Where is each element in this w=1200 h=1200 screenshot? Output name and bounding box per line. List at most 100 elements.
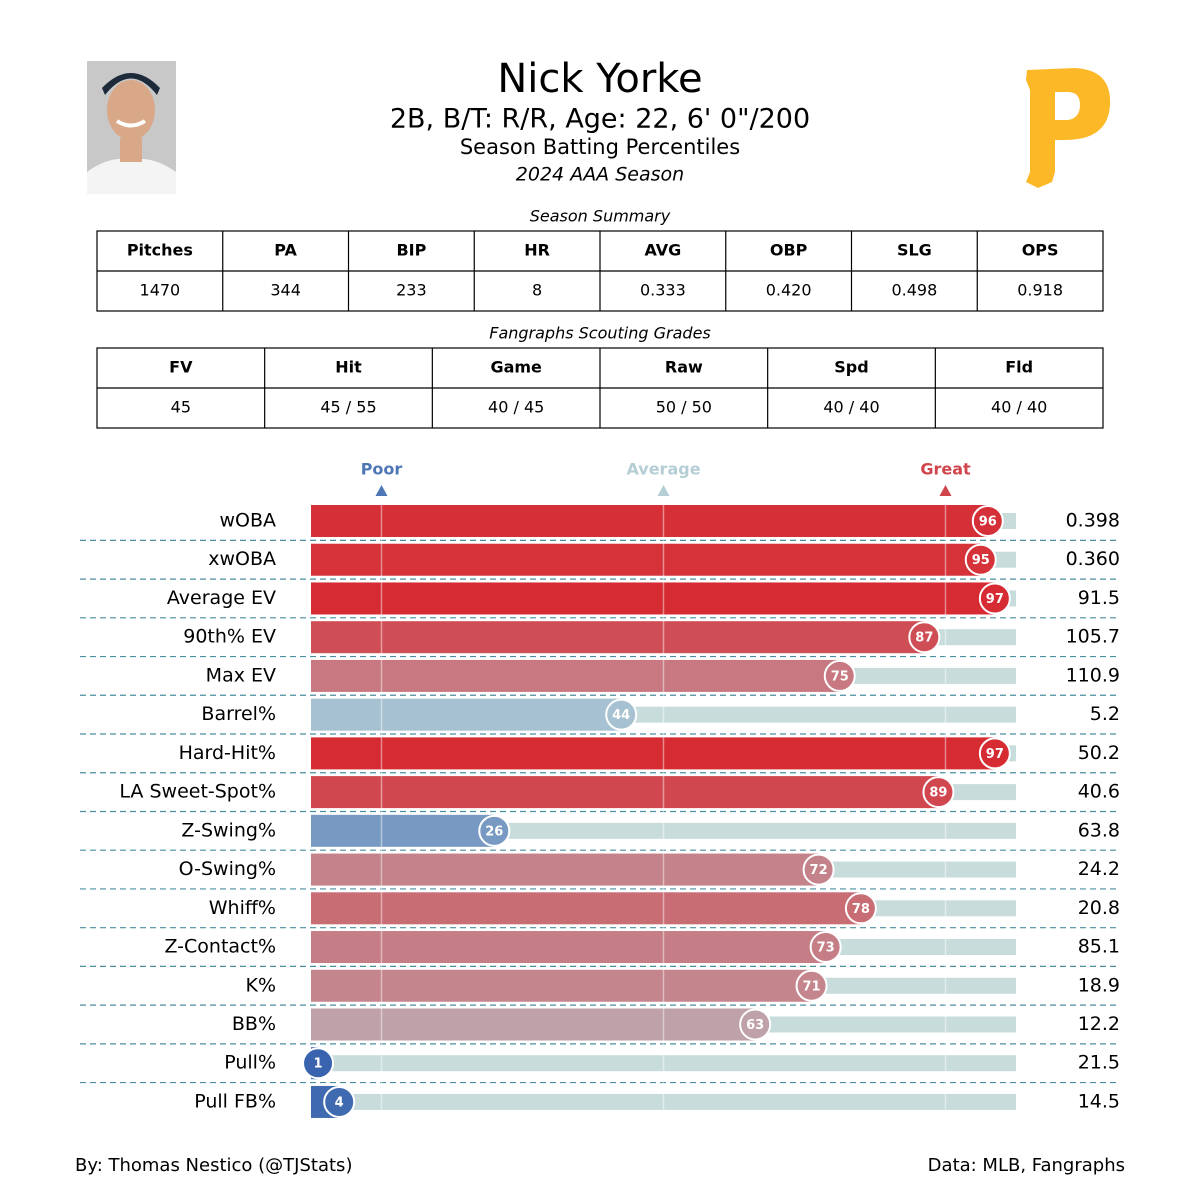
data-label: 71 [803, 979, 821, 994]
table-cell: 40 / 40 [823, 398, 879, 417]
table-header: SLG [897, 241, 932, 260]
category-label: Barrel% [201, 703, 276, 725]
category-label: Whiff% [209, 897, 276, 919]
data-label: 63 [746, 1018, 764, 1033]
table-cell: 50 / 50 [656, 398, 712, 417]
table-header: Pitches [127, 241, 193, 260]
category-label: 90th% EV [183, 626, 276, 648]
table-header: Game [490, 358, 542, 377]
data-label: 97 [986, 747, 1004, 762]
percentile-dot [802, 853, 835, 886]
category-label: xwOBA [208, 548, 276, 570]
data-label: 96 [979, 515, 997, 530]
subtitle: Season Batting Percentiles [460, 135, 740, 159]
category-label: K% [245, 974, 276, 996]
table-header: Hit [335, 358, 362, 377]
stat-value: 0.398 [1066, 510, 1120, 532]
bar [311, 582, 995, 615]
stat-value: 18.9 [1078, 974, 1120, 996]
table-header: OPS [1022, 241, 1059, 260]
category-label: LA Sweet-Spot% [119, 781, 276, 803]
category-label: Max EV [206, 664, 276, 686]
category-label: Hard-Hit% [179, 742, 276, 764]
season: 2024 AAA Season [516, 164, 684, 186]
percentile-dot [739, 1008, 772, 1041]
data-label: 73 [817, 941, 835, 956]
stat-value: 14.5 [1078, 1090, 1120, 1112]
bar [311, 737, 995, 770]
table-cell: 8 [532, 281, 542, 300]
tick-marker [657, 485, 670, 496]
table-header: PA [274, 241, 297, 260]
data-label: 97 [986, 592, 1004, 607]
percentile-dot [823, 659, 856, 692]
data-label: 26 [485, 824, 503, 839]
stat-value: 20.8 [1078, 897, 1120, 919]
table-title: Season Summary [530, 207, 671, 226]
category-label: Pull FB% [194, 1090, 276, 1112]
tick-marker [375, 485, 388, 496]
table-title: Fangraphs Scouting Grades [489, 324, 711, 343]
stat-value: 110.9 [1066, 664, 1120, 686]
stat-value: 24.2 [1078, 858, 1120, 880]
tick-marker [939, 485, 952, 496]
table-cell: 0.420 [766, 281, 812, 300]
table-header: OBP [770, 241, 808, 260]
tick-label: Poor [361, 460, 403, 479]
table-cell: 1470 [140, 281, 181, 300]
bar [311, 1008, 756, 1041]
category-label: BB% [232, 1013, 276, 1035]
category-label: wOBA [219, 510, 276, 532]
table-header: Spd [834, 358, 868, 377]
table-cell: 233 [396, 281, 427, 300]
table-header: FV [169, 358, 193, 377]
player-name: Nick Yorke [497, 56, 702, 102]
category-label: O-Swing% [179, 858, 276, 880]
data-label: 95 [972, 553, 990, 568]
percentile-dot [908, 621, 941, 654]
data-label: 75 [831, 669, 849, 684]
table-header: Fld [1005, 358, 1033, 377]
percentile-dot [795, 969, 828, 1002]
percentile-dot [922, 776, 955, 809]
table-cell: 0.498 [891, 281, 937, 300]
bar [311, 621, 925, 654]
team-logo [1026, 68, 1111, 188]
category-label: Z-Swing% [181, 819, 276, 841]
category-label: Average EV [167, 587, 276, 609]
table-header: BIP [396, 241, 426, 260]
percentile-dot [978, 582, 1011, 615]
data-label: 89 [929, 786, 947, 801]
stat-value: 63.8 [1078, 819, 1120, 841]
stat-value: 0.360 [1066, 548, 1120, 570]
data-label: 78 [852, 902, 870, 917]
percentile-dot [809, 931, 842, 964]
percentile-dot [971, 505, 1004, 537]
percentile-dot [302, 1047, 335, 1080]
bar [311, 543, 981, 576]
player-photo [87, 61, 176, 194]
bar [311, 505, 988, 537]
bar [311, 853, 819, 886]
tick-label: Average [626, 460, 700, 479]
bar [311, 698, 622, 731]
percentile-dot [844, 892, 877, 925]
data-label: 1 [314, 1057, 323, 1072]
percentile-dot [323, 1085, 356, 1118]
data-label: 72 [810, 863, 828, 878]
data-label: 44 [612, 708, 630, 723]
stat-value: 105.7 [1066, 626, 1120, 648]
table-header: HR [524, 241, 550, 260]
table-cell: 344 [270, 281, 301, 300]
tick-label: Great [920, 460, 971, 479]
player-bio: 2B, B/T: R/R, Age: 22, 6' 0"/200 [390, 104, 810, 135]
percentile-dot [605, 698, 638, 731]
table-cell: 0.918 [1017, 281, 1063, 300]
source: Data: MLB, Fangraphs [928, 1155, 1125, 1176]
percentile-dot [978, 737, 1011, 770]
stat-value: 85.1 [1078, 936, 1120, 958]
table-cell: 45 / 55 [320, 398, 376, 417]
bar [311, 892, 861, 925]
track [311, 1055, 1016, 1072]
